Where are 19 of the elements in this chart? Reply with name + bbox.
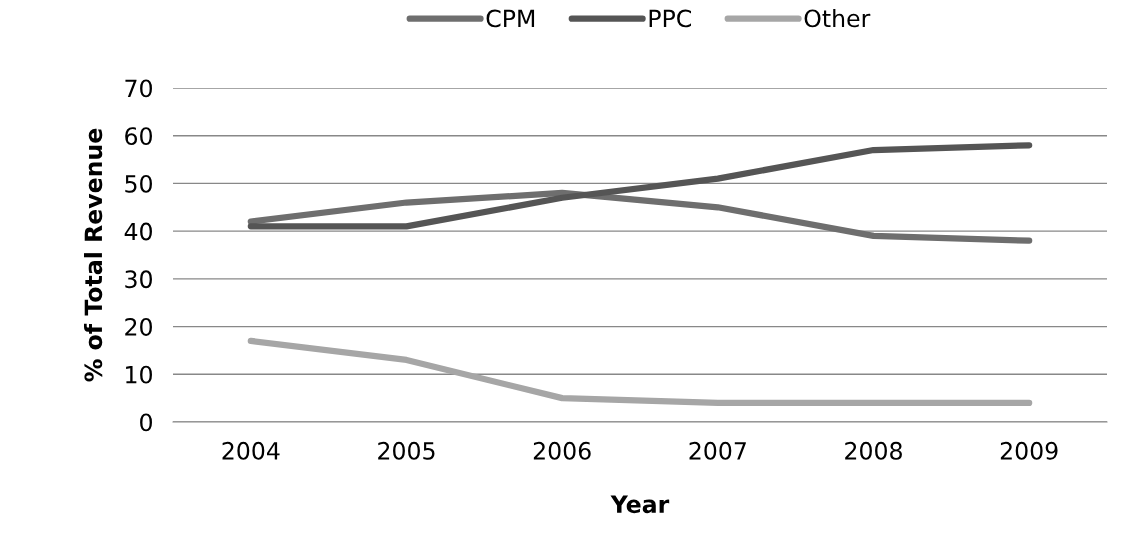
legend-label: CPM (486, 9, 535, 28)
x-tick-label: 2004 (222, 441, 280, 460)
x-tick-label: 2007 (689, 441, 746, 460)
y-tick-label: 50 (125, 174, 152, 193)
x-tick-label: 2009 (1000, 441, 1058, 460)
legend-label: PPC (649, 9, 692, 28)
y-tick-label: 0 (140, 413, 152, 432)
y-tick-label: 20 (125, 318, 152, 336)
y-axis-title: % of Total Revenue (83, 128, 103, 382)
x-tick-label: 2008 (845, 441, 902, 460)
y-tick-label: 30 (125, 270, 152, 289)
legend-label: Other (804, 9, 871, 28)
y-tick-label: 60 (125, 127, 152, 146)
x-axis-title: Year (610, 495, 670, 514)
y-tick-label: 10 (126, 365, 152, 384)
x-tick-label: 2005 (378, 441, 435, 460)
y-tick-label: 70 (125, 79, 152, 98)
x-tick-label: 2006 (533, 441, 591, 460)
y-tick-label: 40 (124, 222, 152, 241)
